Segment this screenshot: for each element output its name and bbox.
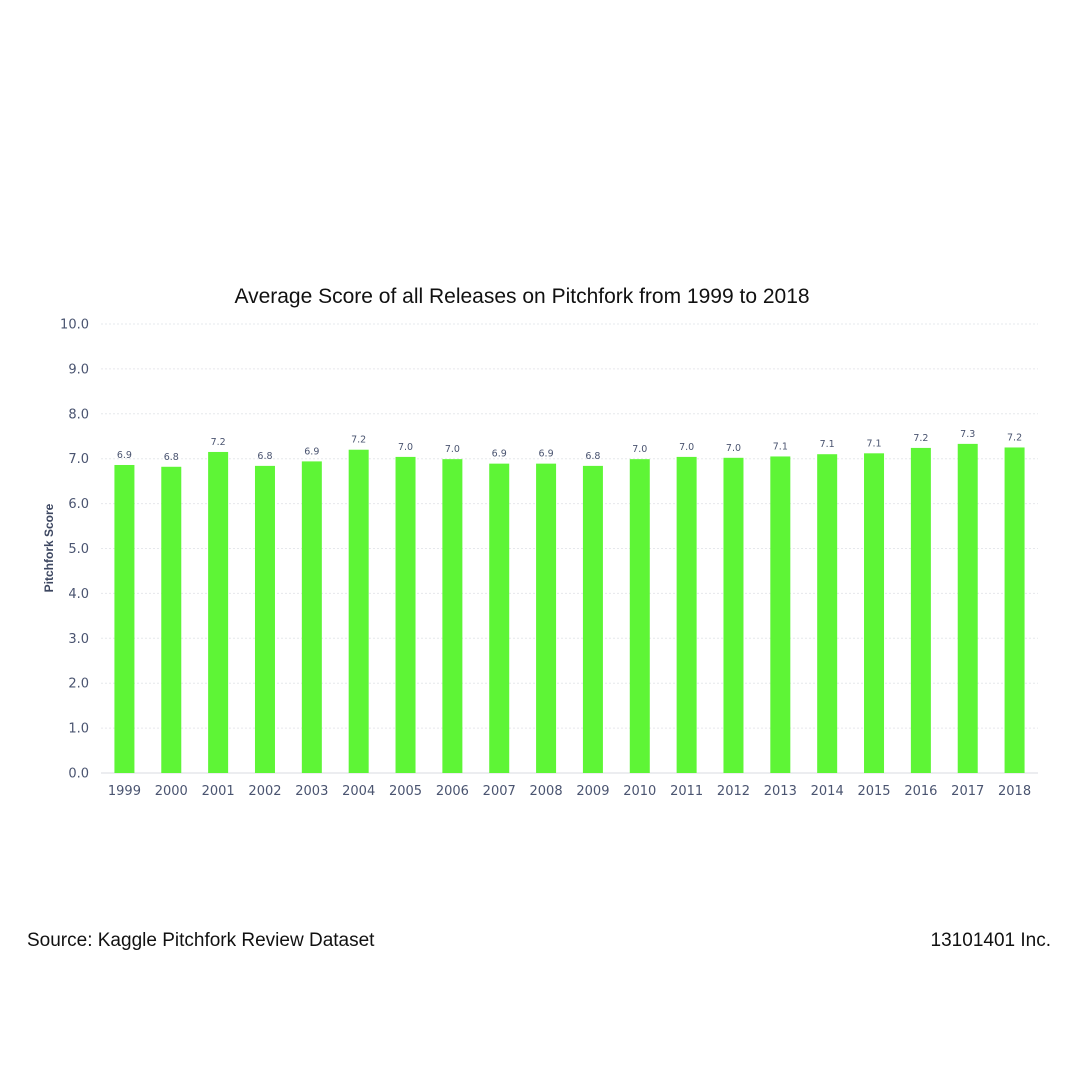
y-tick-label: 2.0	[68, 677, 89, 692]
bar	[161, 466, 182, 773]
x-tick-label: 2003	[295, 784, 328, 799]
y-axis-title: Pitchfork Score	[42, 503, 56, 592]
y-tick-label: 5.0	[68, 542, 89, 557]
bar	[1004, 447, 1025, 773]
x-tick-label: 2000	[155, 784, 188, 799]
bar	[114, 464, 135, 773]
bar-value-label: 7.2	[211, 437, 226, 448]
x-tick-label: 2012	[717, 784, 750, 799]
x-tick-label: 2001	[202, 784, 235, 799]
bar	[957, 443, 978, 773]
y-tick-label: 10.0	[60, 318, 89, 333]
bar	[301, 461, 322, 773]
bar-value-label: 6.9	[539, 449, 554, 460]
bar-value-label: 6.8	[164, 452, 179, 463]
y-tick-label: 6.0	[68, 497, 89, 512]
x-tick-label: 2018	[998, 784, 1031, 799]
bar-value-label: 6.9	[304, 446, 319, 457]
y-tick-label: 1.0	[68, 722, 89, 737]
x-tick-label: 2007	[483, 784, 516, 799]
bar	[817, 454, 838, 773]
x-tick-label: 1999	[108, 784, 141, 799]
bar	[254, 465, 275, 773]
x-tick-label: 2011	[670, 784, 703, 799]
chart-title: Average Score of all Releases on Pitchfo…	[234, 285, 809, 308]
data-labels: 6.9 6.8 7.2 6.8 6.9 7.2 7.0 7.0 6.9 6.9 6.8 7.0 7.0 7…	[117, 429, 1022, 463]
bar-value-label: 7.0	[445, 444, 460, 455]
x-tick-label: 2005	[389, 784, 422, 799]
y-tick-label: 0.0	[68, 767, 89, 782]
bar	[348, 449, 369, 773]
bar-value-label: 7.2	[1007, 432, 1022, 443]
x-tick-label: 2017	[951, 784, 984, 799]
y-tick-label: 8.0	[68, 407, 89, 422]
bar	[676, 456, 697, 773]
bar-value-label: 7.0	[679, 442, 694, 453]
company-name: 13101401 Inc.	[930, 930, 1051, 951]
bar	[582, 465, 603, 773]
bar-value-label: 6.8	[257, 451, 272, 462]
x-axis-ticks: 1999 2000 2001 2002 2003 2004 2005 2006 2007 2008…	[108, 784, 1031, 799]
bar-value-label: 7.3	[960, 429, 975, 440]
bar-value-label: 7.1	[820, 439, 835, 450]
bar-value-label: 7.1	[773, 441, 788, 452]
y-axis-ticks: 0.0 1.0 2.0 3.0 4.0 5.0 6.0 7.0 8.0 9.0 10.0	[60, 318, 89, 782]
x-tick-label: 2014	[811, 784, 844, 799]
bars	[114, 443, 1025, 773]
y-tick-label: 3.0	[68, 632, 89, 647]
x-tick-label: 2004	[342, 784, 375, 799]
bar	[629, 459, 650, 773]
bar-value-label: 7.1	[866, 438, 881, 449]
x-tick-label: 2013	[764, 784, 797, 799]
y-tick-label: 7.0	[68, 452, 89, 467]
x-tick-label: 2006	[436, 784, 469, 799]
bar-value-label: 6.9	[492, 449, 507, 460]
x-tick-label: 2009	[576, 784, 609, 799]
x-tick-label: 2008	[530, 784, 563, 799]
bar-value-label: 6.8	[585, 451, 600, 462]
x-tick-label: 2002	[248, 784, 281, 799]
bar-value-label: 7.2	[351, 435, 366, 446]
gridlines	[101, 323, 1038, 774]
x-tick-label: 2016	[904, 784, 937, 799]
bar-value-label: 7.0	[726, 443, 741, 454]
bar-value-label: 6.9	[117, 450, 132, 461]
x-tick-label: 2010	[623, 784, 656, 799]
bar	[770, 456, 791, 773]
bar	[864, 453, 885, 773]
bar	[910, 447, 931, 773]
source-note: Source: Kaggle Pitchfork Review Dataset	[27, 930, 375, 951]
x-tick-label: 2015	[857, 784, 890, 799]
bar-value-label: 7.0	[398, 442, 413, 453]
bar-value-label: 7.0	[632, 444, 647, 455]
bar	[536, 463, 557, 773]
y-tick-label: 9.0	[68, 362, 89, 377]
bar	[208, 451, 229, 773]
bar-value-label: 7.2	[913, 433, 928, 444]
bar	[395, 456, 416, 773]
bar	[489, 463, 510, 773]
bar	[723, 457, 744, 773]
y-tick-label: 4.0	[68, 587, 89, 602]
bar	[442, 459, 463, 773]
